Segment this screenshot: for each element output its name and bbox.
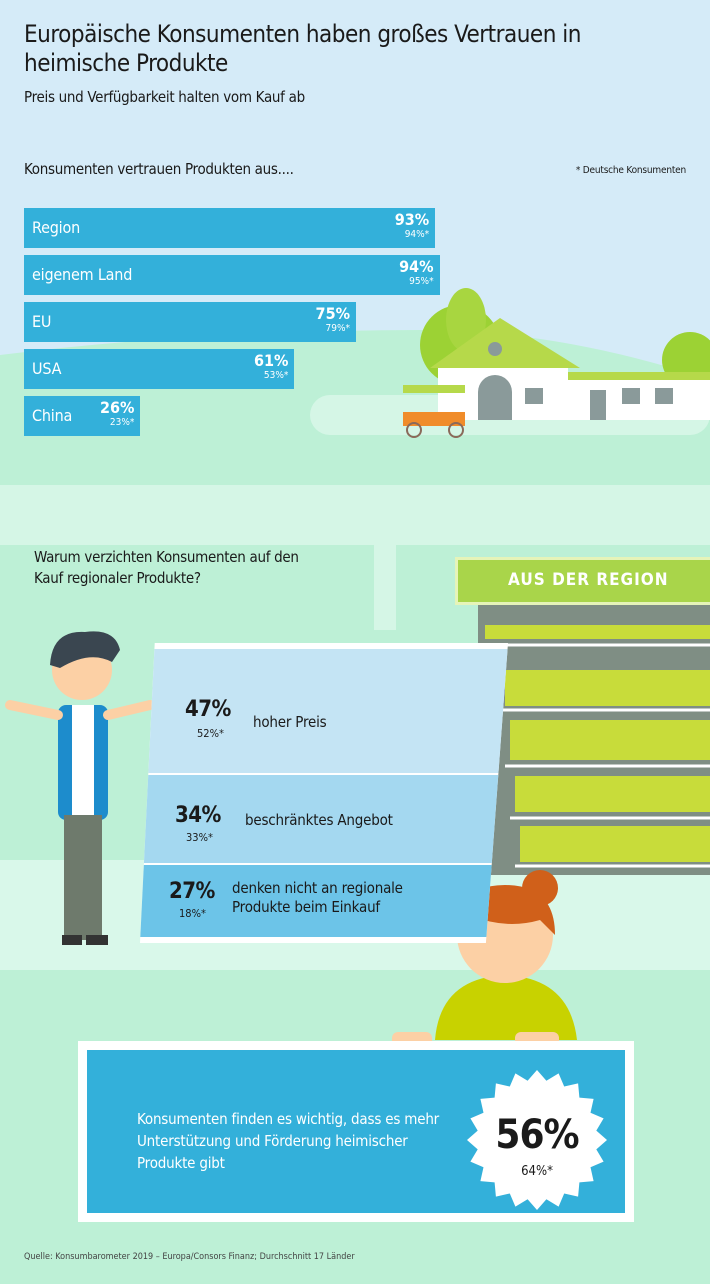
bar-usa: USA 61% 53%* (24, 349, 295, 389)
bar-eigenem-land: eigenem Land 94% 95%* (24, 255, 440, 295)
reason-value: 27% (169, 879, 215, 904)
bar-china: China 26% 23%* (24, 396, 141, 436)
page-subtitle: Preis und Verfügbarkeit halten vom Kauf … (24, 88, 305, 106)
highlight-value: 56% (495, 1112, 579, 1158)
bar-value-de: 79%* (325, 323, 351, 334)
reasons-panel: 47% 52%* hoher Preis 34% 33%* beschränkt… (140, 643, 508, 943)
chart-title: Konsumenten vertrauen Produkten aus.... (24, 160, 294, 178)
reason-value: 34% (175, 803, 221, 828)
bar-label: Region (32, 218, 81, 237)
shelf-illustration (478, 605, 710, 875)
reason-label: hoher Preis (253, 713, 327, 731)
starburst-shape (467, 1070, 607, 1210)
reason-row: 34% 33%* beschränktes Angebot (140, 775, 508, 863)
bar-value: 94% (399, 257, 434, 276)
reason-label: denken nicht an regionale Produkte beim … (232, 879, 403, 916)
bar-value-de: 94%* (404, 229, 430, 240)
reasons-question: Warum verzichten Konsumenten auf den Kau… (34, 548, 299, 587)
starburst-badge: 56% 64%* (467, 1070, 607, 1210)
reason-value-de: 33%* (186, 831, 213, 844)
bar-value-de: 53%* (263, 370, 289, 381)
bar-region: Region 93% 94%* (24, 208, 436, 248)
bar-label: China (32, 406, 73, 425)
bar-value: 75% (315, 304, 350, 323)
bar-label: eigenem Land (32, 265, 133, 284)
bar-value: 93% (394, 210, 430, 229)
reason-row: 27% 18%* denken nicht an regionale Produ… (140, 865, 508, 937)
reason-value-de: 52%* (197, 727, 224, 740)
reason-value: 47% (185, 697, 231, 722)
region-sign: AUS DER REGION (455, 557, 710, 605)
bar-label: EU (32, 312, 52, 331)
bar-value: 26% (99, 398, 135, 417)
bar-value-de: 23%* (109, 417, 135, 428)
bar-value: 61% (253, 351, 289, 370)
highlight-text: Konsumenten finden es wichtig, dass es m… (137, 1110, 440, 1172)
reason-row: 47% 52%* hoher Preis (140, 649, 508, 773)
man-illustration (5, 631, 155, 945)
highlight-value-de: 64%* (521, 1164, 553, 1179)
farmhouse-illustration (403, 288, 710, 438)
reason-value-de: 18%* (179, 907, 206, 920)
bar-label: USA (32, 359, 62, 378)
source-note: Quelle: Konsumbarometer 2019 – Europa/Co… (24, 1252, 355, 1262)
page-title: Europäische Konsumenten haben großes Ver… (24, 20, 581, 77)
bar-eu: EU 75% 79%* (24, 302, 356, 342)
reason-label: beschränktes Angebot (245, 811, 393, 829)
highlight-box: Konsumenten finden es wichtig, dass es m… (78, 1041, 634, 1222)
footnote: * Deutsche Konsumenten (575, 165, 686, 176)
bar-value-de: 95%* (409, 276, 434, 287)
